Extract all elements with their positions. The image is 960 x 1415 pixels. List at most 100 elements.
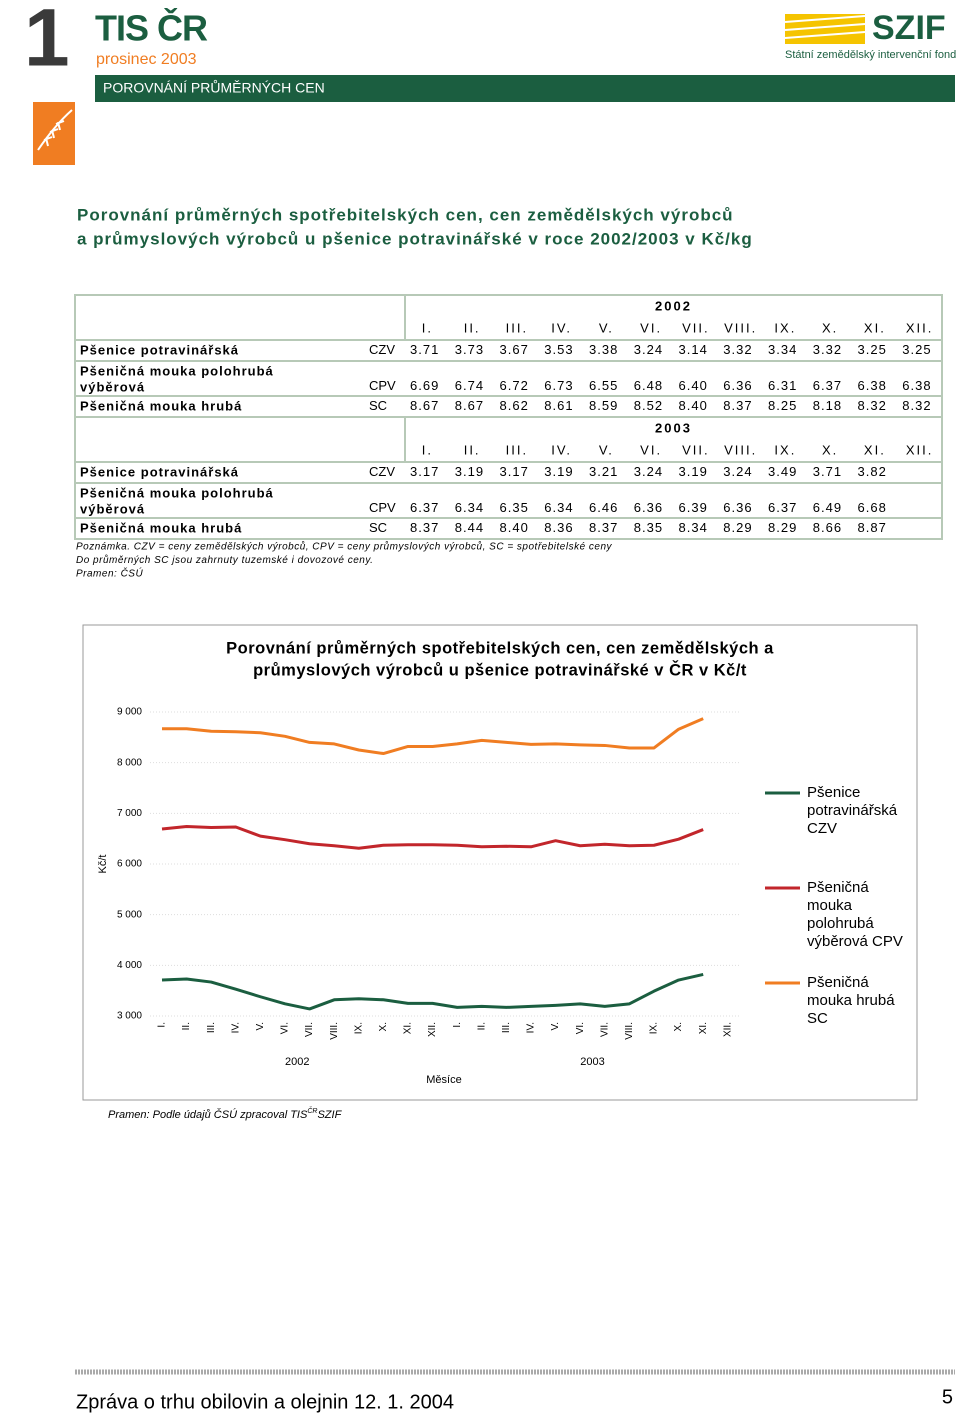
table-value: 6.36 <box>723 500 752 515</box>
y-axis-label: Kč/t <box>97 855 109 874</box>
table-value: 8.29 <box>768 520 797 535</box>
table-value: 6.34 <box>544 500 573 515</box>
row-name: Pšeničná mouka polohrubá <box>80 485 274 500</box>
legend-label: Pšeničná mouka hrubá SC <box>807 974 895 1027</box>
x-tick-label: IX. <box>353 1022 364 1034</box>
x-tick-label: II. <box>476 1022 487 1030</box>
row-code: CPV <box>369 378 396 393</box>
x-tick-label: III. <box>501 1022 512 1033</box>
table-value: 8.62 <box>500 398 529 413</box>
x-tick-label: VII. <box>304 1022 315 1037</box>
x-tick-label: XII. <box>427 1022 438 1037</box>
legend-label: Pšeničná mouka polohrubá výběrová CPV <box>807 879 903 950</box>
table-value: 3.25 <box>858 342 887 357</box>
x-tick-label: X. <box>673 1022 684 1031</box>
table-value: 6.55 <box>589 378 618 393</box>
table-value: 3.49 <box>768 464 797 479</box>
table-month: IX. <box>774 442 796 457</box>
source-part: SZIF <box>317 1109 342 1121</box>
szif-stripes <box>784 14 866 44</box>
table-value: 6.72 <box>500 378 529 393</box>
source-part: Pramen: Podle údajů ČSÚ zpracoval TIS <box>108 1108 308 1121</box>
szif-subtitle: Státní zemědělský intervenční fond <box>785 49 956 61</box>
table-value: 3.67 <box>500 342 529 357</box>
y-tick-label: 5 000 <box>117 909 142 920</box>
series-line <box>161 972 704 1011</box>
table-value: 8.32 <box>858 398 887 413</box>
table-month: IX. <box>774 320 796 335</box>
table-value: 8.44 <box>455 520 484 535</box>
row-name: Pšeničná mouka hrubá <box>80 398 242 413</box>
table-value: 6.73 <box>544 378 573 393</box>
table-month: XI. <box>864 442 886 457</box>
table-value: 8.67 <box>410 398 439 413</box>
table-month: III. <box>506 442 528 457</box>
table-value: 8.66 <box>813 520 842 535</box>
table-value: 3.32 <box>723 342 752 357</box>
page-title: a průmyslových výrobců u pšenice potravi… <box>77 229 753 248</box>
row-code: SC <box>369 398 387 413</box>
table-month: VIII. <box>724 320 757 335</box>
table-frame <box>74 294 943 540</box>
table-value: 3.24 <box>634 342 663 357</box>
table-value: 8.37 <box>723 398 752 413</box>
x-tick-label: XI. <box>698 1022 709 1034</box>
table-value: 6.39 <box>679 500 708 515</box>
row-name: výběrová <box>80 379 145 394</box>
page-number: 5 <box>942 1386 953 1408</box>
table-value: 8.59 <box>589 398 618 413</box>
table-value: 3.38 <box>589 342 618 357</box>
table-value: 3.19 <box>679 464 708 479</box>
table-month: VI. <box>640 442 662 457</box>
table-month: VII. <box>682 442 710 457</box>
table-value: 6.37 <box>768 500 797 515</box>
table-value: 8.37 <box>589 520 618 535</box>
x-tick-label: VIII. <box>329 1022 340 1040</box>
row-name: Pšeničná mouka hrubá <box>80 520 242 535</box>
table-month: XII. <box>906 320 934 335</box>
wheat-drawing <box>37 109 73 151</box>
chart-frame <box>82 624 918 1101</box>
row-code: CZV <box>369 342 395 357</box>
table-note: Poznámka. CZV = ceny zemědělských výrobc… <box>76 541 613 553</box>
table-month: VIII. <box>724 442 757 457</box>
footer-text: Zpráva o trhu obilovin a olejnin 12. 1. … <box>76 1391 454 1413</box>
table-month: VI. <box>640 320 662 335</box>
table-month: V. <box>599 320 614 335</box>
x-tick-label: VIII. <box>624 1022 635 1040</box>
table-value: 8.40 <box>500 520 529 535</box>
table-value: 3.71 <box>410 342 439 357</box>
table-value: 6.34 <box>455 500 484 515</box>
y-tick-label: 7 000 <box>117 808 142 819</box>
table-value: 8.40 <box>679 398 708 413</box>
table-value: 3.14 <box>679 342 708 357</box>
table-value: 3.17 <box>410 464 439 479</box>
table-note: Pramen: ČSÚ <box>76 567 143 580</box>
row-code: CZV <box>369 464 395 479</box>
table-value: 8.36 <box>544 520 573 535</box>
table-value: 6.38 <box>902 378 931 393</box>
table-value: 6.48 <box>634 378 663 393</box>
table-value: 6.40 <box>679 378 708 393</box>
table-month: II. <box>464 442 481 457</box>
x-tick-label: XI. <box>403 1022 414 1034</box>
table-value: 6.38 <box>858 378 887 393</box>
table-value: 8.29 <box>723 520 752 535</box>
table-value: 6.37 <box>410 500 439 515</box>
x-tick-label: IX. <box>649 1022 660 1034</box>
chart-source: Pramen: Podle údajů ČSÚ zpracoval TISČRS… <box>108 1106 343 1121</box>
wheat-icon <box>33 102 75 165</box>
table-value: 6.36 <box>723 378 752 393</box>
x-axis-label: Měsíce <box>426 1074 461 1086</box>
chart-title: průmyslových výrobců u pšenice potraviná… <box>253 660 747 679</box>
section-band <box>95 75 955 102</box>
table-value: 8.37 <box>410 520 439 535</box>
row-code: SC <box>369 520 387 535</box>
x-tick-label: VII. <box>599 1022 610 1037</box>
table-value: 6.31 <box>768 378 797 393</box>
row-name: Pšenice potravinářská <box>80 464 239 479</box>
issue-date: prosinec 2003 <box>96 51 197 68</box>
szif-logo: SZIF <box>872 9 946 47</box>
table-value: 6.36 <box>634 500 663 515</box>
table-value: 6.74 <box>455 378 484 393</box>
